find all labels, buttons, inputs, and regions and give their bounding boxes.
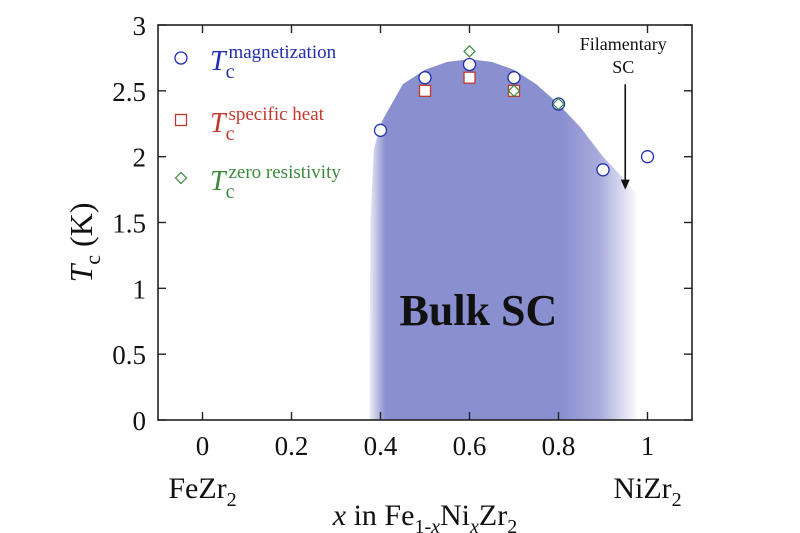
- legend-sub-1: c: [226, 123, 235, 145]
- x-tick-label-4: 0.8: [542, 431, 576, 461]
- x-tick-label-3: 0.6: [453, 431, 487, 461]
- legend-t-2: T: [210, 166, 228, 197]
- filamentary-label-line-0: Filamentary: [580, 34, 667, 54]
- x-tick-label-1: 0.2: [275, 431, 309, 461]
- fezr2-sub: 2: [227, 489, 237, 511]
- legend-t-1: T: [210, 108, 228, 139]
- y-tick-label-1: 0.5: [112, 340, 146, 370]
- filamentary-label-line-1: SC: [612, 57, 634, 77]
- point-square-1: [463, 71, 476, 84]
- nizr2-main: NiZr: [613, 472, 671, 505]
- point-diamond-0: [463, 44, 476, 58]
- legend-t-0: T: [210, 46, 228, 77]
- legend-label-0: Tcmagnetization: [210, 42, 337, 83]
- y-axis-label: Tc (K): [63, 203, 105, 283]
- y-tick-label-5: 2.5: [112, 77, 146, 107]
- legend-symbol-circle: [174, 51, 188, 65]
- point-diamond-2: [552, 97, 565, 111]
- x-axis-label-sub1: 1-: [414, 516, 431, 533]
- point-circle-3: [507, 71, 521, 85]
- bulk-sc-label: Bulk SC: [400, 286, 558, 335]
- point-circle-5: [596, 163, 610, 177]
- point-square-0: [418, 84, 432, 97]
- point-circle-6: [640, 150, 655, 164]
- x-axis-label-sub1-var: x: [430, 516, 440, 533]
- x-tick-label-2: 0.4: [364, 431, 398, 461]
- fezr2-label: FeZr2: [168, 472, 236, 511]
- legend-label-2: Tczero resistivity: [210, 162, 341, 203]
- point-circle-1: [418, 71, 432, 85]
- legend-symbol-square: [174, 113, 188, 127]
- y-axis-label-t: T: [63, 262, 99, 282]
- y-tick-label-3: 1.5: [112, 209, 146, 239]
- filamentary-arrow-head: [620, 179, 630, 190]
- point-circle-2: [462, 57, 477, 72]
- legend-name-2: zero resistivity: [228, 162, 341, 183]
- legend-label-1: Tcspecific heat: [210, 104, 325, 145]
- y-axis-label-unit: (K): [63, 203, 99, 255]
- x-axis-label-zr: Zr: [479, 499, 507, 532]
- y-tick-label-6: 3: [133, 11, 147, 41]
- x-tick-label-5: 1: [641, 431, 655, 461]
- bulk-sc-region-layer: [369, 59, 637, 420]
- fezr2-main: FeZr: [168, 472, 226, 505]
- y-tick-label-0: 0: [133, 406, 147, 436]
- legend-sub-0: c: [226, 61, 235, 83]
- x-axis-label-sub3: 2: [507, 516, 517, 533]
- point-square-2: [507, 84, 521, 97]
- bulk-sc-region: [369, 59, 637, 420]
- point-circle-0: [373, 123, 388, 137]
- y-tick-label-4: 2: [133, 143, 147, 173]
- legend-symbol-diamond: [174, 171, 188, 185]
- y-tick-label-2: 1: [133, 274, 147, 304]
- data-marks-layer: [174, 44, 655, 185]
- legend-name-1: specific heat: [228, 104, 324, 125]
- point-diamond-1: [507, 84, 521, 98]
- x-axis-label: x in Fe1-xNixZr2: [332, 499, 517, 533]
- x-axis-label-ni: Ni: [440, 499, 470, 532]
- x-tick-label-0: 0: [196, 431, 210, 461]
- x-axis-label-sub2: x: [469, 516, 479, 533]
- x-axis-label-var: x: [332, 499, 347, 532]
- y-axis-label-sub: c: [80, 255, 105, 265]
- legend-sub-2: c: [226, 181, 235, 203]
- point-circle-4: [551, 97, 566, 111]
- x-axis-label-fe: in Fe: [346, 499, 414, 532]
- legend-name-0: magnetization: [228, 42, 336, 63]
- nizr2-sub: 2: [672, 489, 682, 511]
- axes-layer: [157, 24, 693, 421]
- nizr2-label: NiZr2: [613, 472, 681, 511]
